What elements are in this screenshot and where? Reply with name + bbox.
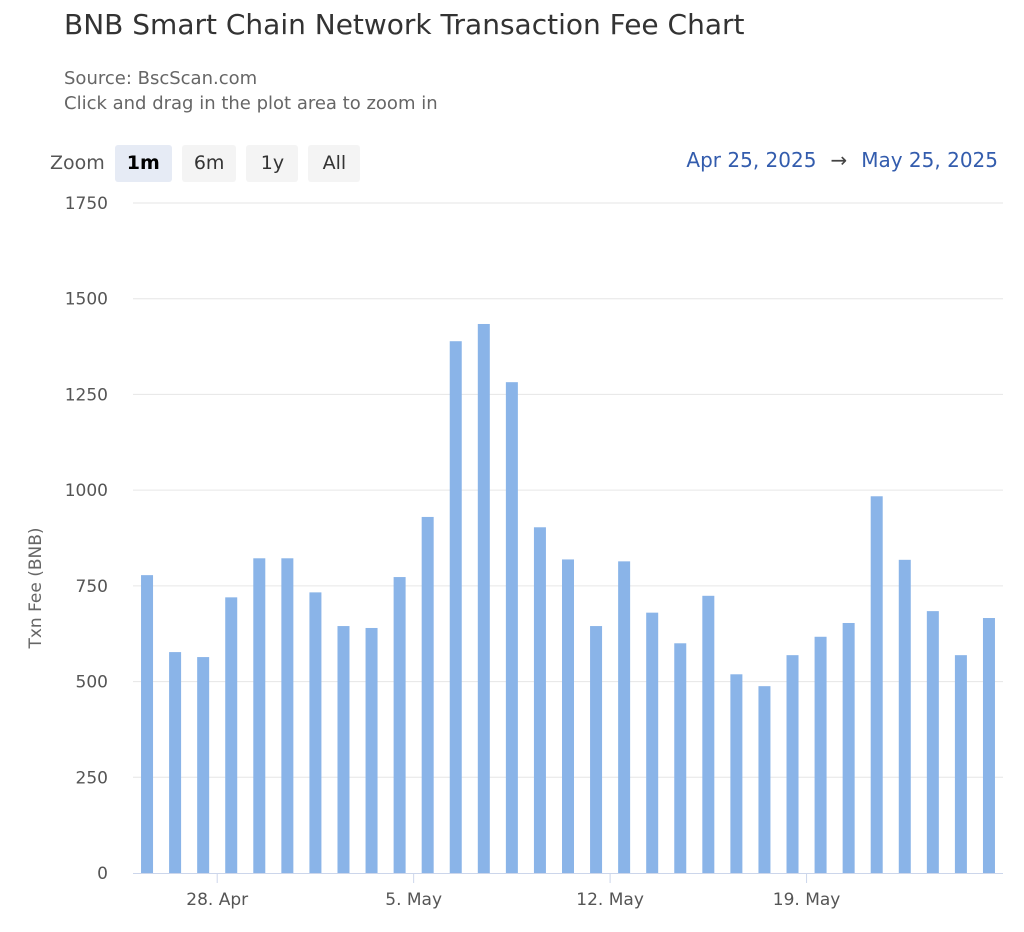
bar[interactable] bbox=[926, 611, 939, 873]
chart-subtitle: Source: BscScan.com Click and drag in th… bbox=[64, 66, 438, 116]
bar[interactable] bbox=[618, 561, 631, 873]
date-range: Apr 25, 2025 → May 25, 2025 bbox=[686, 148, 998, 172]
bar[interactable] bbox=[758, 686, 771, 873]
y-tick-label: 500 bbox=[76, 673, 108, 693]
bar[interactable] bbox=[562, 559, 574, 873]
range-arrow-icon: → bbox=[830, 148, 848, 172]
bar[interactable] bbox=[309, 592, 322, 873]
range-selector: Zoom 1m 6m 1y All bbox=[50, 144, 370, 182]
y-tick-label: 1250 bbox=[65, 385, 108, 405]
y-axis-labels: 0 250 500 750 1000 1250 1500 1750 bbox=[65, 194, 108, 884]
bar[interactable] bbox=[337, 626, 350, 873]
x-axis-labels: 28. Apr 5. May 12. May 19. May bbox=[186, 873, 840, 910]
bar[interactable] bbox=[421, 516, 434, 873]
bar[interactable] bbox=[393, 577, 406, 873]
source-text: Source: BscScan.com bbox=[64, 68, 258, 89]
range-from-input[interactable]: Apr 25, 2025 bbox=[686, 148, 817, 172]
bar[interactable] bbox=[982, 618, 995, 873]
bar[interactable] bbox=[449, 341, 462, 873]
x-tick-label: 5. May bbox=[385, 890, 442, 910]
zoom-button-1y[interactable]: 1y bbox=[246, 144, 299, 182]
bar[interactable] bbox=[898, 559, 911, 873]
x-tick-label: 12. May bbox=[576, 890, 644, 910]
y-tick-label: 750 bbox=[76, 577, 108, 597]
zoom-button-1m[interactable]: 1m bbox=[114, 144, 172, 182]
bar[interactable] bbox=[646, 612, 659, 873]
bar[interactable] bbox=[954, 655, 967, 873]
bar[interactable] bbox=[225, 597, 238, 873]
y-tick-label: 0 bbox=[97, 864, 108, 884]
bar[interactable] bbox=[197, 657, 210, 873]
bar[interactable] bbox=[533, 527, 546, 873]
range-to-input[interactable]: May 25, 2025 bbox=[861, 148, 998, 172]
y-tick-label: 1000 bbox=[65, 481, 108, 501]
zoom-label: Zoom bbox=[50, 152, 105, 174]
bar[interactable] bbox=[169, 652, 182, 873]
y-tick-label: 250 bbox=[76, 768, 108, 788]
bar[interactable] bbox=[702, 595, 715, 873]
zoom-button-all[interactable]: All bbox=[308, 144, 361, 182]
bar[interactable] bbox=[505, 382, 518, 873]
bars bbox=[141, 323, 995, 873]
chart-title: BNB Smart Chain Network Transaction Fee … bbox=[64, 8, 745, 41]
bar[interactable] bbox=[141, 575, 154, 873]
bar[interactable] bbox=[786, 655, 799, 873]
bar[interactable] bbox=[730, 674, 743, 873]
y-axis-title: Txn Fee (BNB) bbox=[26, 527, 46, 649]
bar[interactable] bbox=[281, 558, 294, 873]
bar[interactable] bbox=[870, 496, 883, 873]
zoom-hint-text: Click and drag in the plot area to zoom … bbox=[64, 93, 438, 114]
y-tick-label: 1750 bbox=[65, 194, 108, 214]
bar[interactable] bbox=[253, 558, 266, 873]
y-tick-label: 1500 bbox=[65, 290, 108, 310]
bar[interactable] bbox=[674, 643, 687, 873]
bar[interactable] bbox=[814, 636, 827, 873]
bar[interactable] bbox=[477, 323, 490, 873]
x-tick-label: 19. May bbox=[773, 890, 841, 910]
bar[interactable] bbox=[365, 627, 378, 873]
zoom-button-6m[interactable]: 6m bbox=[181, 144, 237, 182]
bar[interactable] bbox=[842, 622, 855, 873]
bar[interactable] bbox=[590, 626, 603, 873]
x-tick-label: 28. Apr bbox=[186, 890, 248, 910]
